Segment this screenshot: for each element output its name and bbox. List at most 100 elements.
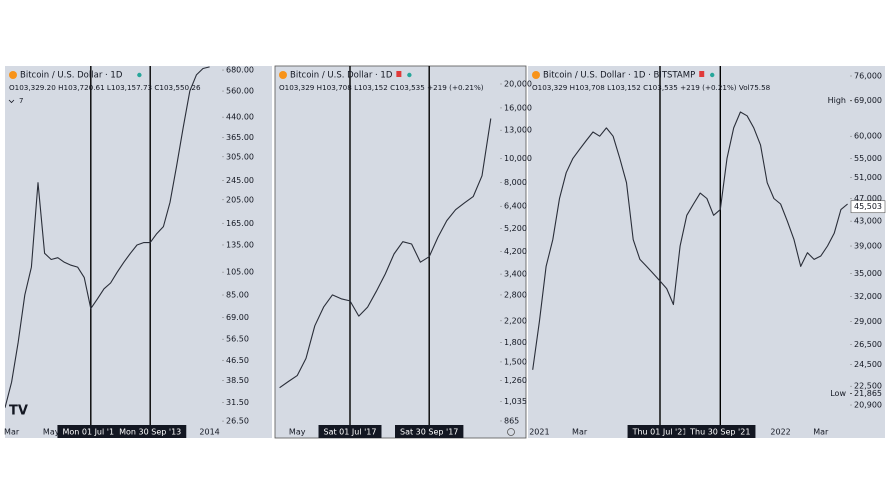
y-tick-label: 24,500 xyxy=(854,360,882,369)
clock-icon xyxy=(507,428,515,436)
x-tick-label: Sat 30 Sep '17 xyxy=(400,428,458,437)
chart-subtitle: O103,329 H103,708 L103,152 C103,535 +219… xyxy=(532,83,771,92)
status-dot xyxy=(137,72,142,78)
chart-subtitle: O103,329.20 H103,720.61 L103,157.73 C103… xyxy=(9,83,201,92)
y-tick-label: 1,035 xyxy=(504,397,527,406)
series xyxy=(279,118,492,389)
x-label-box xyxy=(57,425,125,438)
x-label-box xyxy=(395,425,464,438)
x-tick-label: 2021 xyxy=(529,428,549,437)
x-tick-label: Mar xyxy=(572,428,588,437)
y-tick-label: 20,000 xyxy=(504,79,532,88)
x-tick-label: Sat 01 Jul '17 xyxy=(324,428,377,437)
last-price-label: 45,503 xyxy=(854,202,882,211)
last-price-box xyxy=(850,200,886,214)
y-tick-label: 60,000 xyxy=(854,132,882,141)
y-tick-label: 26,500 xyxy=(854,340,882,349)
price-label-name: High xyxy=(828,96,846,105)
y-tick-label: 1,260 xyxy=(504,376,527,385)
price-label-value: 21,865 xyxy=(854,389,882,398)
x-tick-label: 2022 xyxy=(770,428,790,437)
y-tick-label: 51,000 xyxy=(854,173,882,182)
charts: 680.00 560.00 440.00 365.00 305.00 245.00 205.… xyxy=(4,66,886,438)
x-label-box xyxy=(114,425,187,438)
price-line xyxy=(5,66,210,408)
y-tick-label: 29,000 xyxy=(854,317,882,326)
y-tick-label: 39,000 xyxy=(854,242,882,251)
coin-icon xyxy=(532,71,540,79)
y-tick-label: 22,500 xyxy=(854,382,882,391)
y-tick-label: 3,400 xyxy=(504,270,527,279)
y-tick-label: 31.50 xyxy=(226,398,249,407)
price-label-value: 69,000 xyxy=(854,96,882,105)
x-tick-label: Mar xyxy=(4,428,20,437)
y-tick-label: 56.50 xyxy=(226,335,249,344)
y-tick-label: 16,000 xyxy=(504,103,532,112)
y-tick-label: 13,000 xyxy=(504,126,532,135)
flag-icon xyxy=(699,71,705,77)
y-tick-label: 440.00 xyxy=(226,113,254,122)
series xyxy=(5,66,210,408)
panel-background xyxy=(274,65,527,439)
y-tick-label: 8,000 xyxy=(504,178,527,187)
y-tick-label: 47,000 xyxy=(854,194,882,203)
x-tick-label: Mar xyxy=(813,428,829,437)
y-tick-label: 245.00 xyxy=(226,176,254,185)
y-tick-label: 1,800 xyxy=(504,338,527,347)
price-label-name: Low xyxy=(830,389,846,398)
y-tick-label: 10,000 xyxy=(504,154,532,163)
y-tick-label: 26.50 xyxy=(226,417,249,426)
y-tick-label: 1,500 xyxy=(504,357,527,366)
x-tick-label: 2014 xyxy=(199,428,219,437)
x-label-box xyxy=(627,425,693,438)
series xyxy=(532,111,848,370)
y-tick-label: 46.50 xyxy=(226,356,249,365)
y-tick-label: 4,200 xyxy=(504,247,527,256)
x-tick-label: Thu 30 Sep '21 xyxy=(689,428,750,437)
chart-title: Bitcoin / U.S. Dollar · 1D · BITSTAMP xyxy=(543,71,695,81)
coin-icon xyxy=(9,71,17,79)
x-tick-label: May xyxy=(43,428,60,437)
coin-icon xyxy=(279,71,287,79)
y-tick-label: 85.00 xyxy=(226,291,249,300)
y-tick-label: 560.00 xyxy=(226,87,254,96)
tradingview-logo: TV xyxy=(9,404,28,419)
x-label-box xyxy=(685,425,756,438)
y-tick-label: 20,900 xyxy=(854,401,882,410)
chart-subtitle: O103,329 H103,708 L103,152 C103,535 +219… xyxy=(279,83,484,92)
y-tick-label: 165.00 xyxy=(226,219,254,228)
x-tick-label: Mon 30 Sep '13 xyxy=(119,428,181,437)
y-tick-label: 205.00 xyxy=(226,195,254,204)
x-tick-label: Thu 01 Jul '21 xyxy=(632,428,688,437)
y-tick-label: 76,000 xyxy=(854,71,882,80)
y-tick-label: 305.00 xyxy=(226,152,254,161)
y-tick-label: 105.00 xyxy=(226,268,254,277)
y-tick-label: 69.00 xyxy=(226,313,249,322)
y-tick-label: 6,400 xyxy=(504,202,527,211)
chart-title: Bitcoin / U.S. Dollar · 1D xyxy=(20,71,123,81)
y-tick-label: 5,200 xyxy=(504,224,527,233)
panel-background xyxy=(5,66,272,438)
y-tick-label: 35,000 xyxy=(854,269,882,278)
y-tick-label: 135.00 xyxy=(226,240,254,249)
y-tick-label: 32,000 xyxy=(854,292,882,301)
y-tick-label: 365.00 xyxy=(226,133,254,142)
y-tick-label: 2,800 xyxy=(504,290,527,299)
x-label-box xyxy=(318,425,382,438)
y-tick-label: 38.50 xyxy=(226,376,249,385)
price-line xyxy=(279,118,492,389)
y-tick-label: 680.00 xyxy=(226,66,254,75)
y-tick-label: 43,000 xyxy=(854,217,882,226)
price-line xyxy=(532,111,848,370)
x-tick-label: May xyxy=(289,428,306,437)
chevron xyxy=(8,99,15,104)
y-tick-label: 865 xyxy=(504,416,519,425)
y-tick-label: 2,200 xyxy=(504,316,527,325)
status-dot xyxy=(710,72,715,78)
x-tick-label: Mon 01 Jul '13 xyxy=(62,428,119,437)
chart-title: Bitcoin / U.S. Dollar · 1D xyxy=(290,71,393,81)
panel-background xyxy=(528,66,885,438)
y-tick-label: 55,000 xyxy=(854,154,882,163)
indicator-toggle: 7 xyxy=(19,97,23,105)
